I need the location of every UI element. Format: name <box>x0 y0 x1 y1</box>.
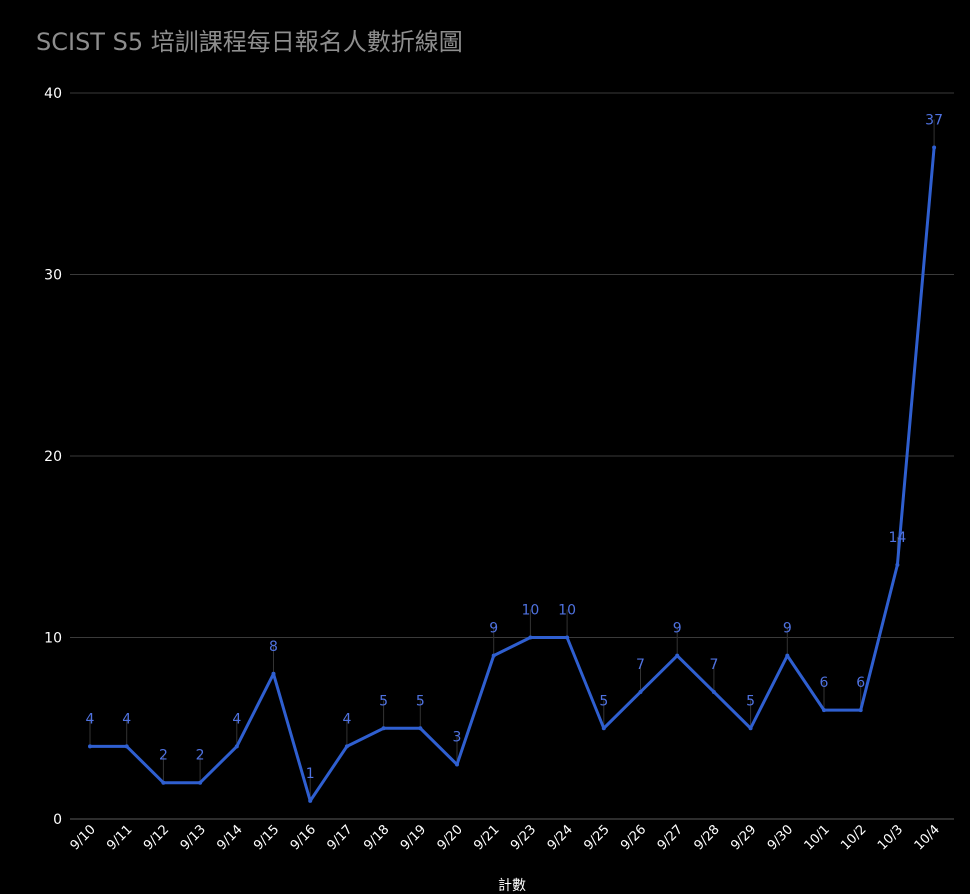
y-tick-label: 30 <box>44 268 62 284</box>
data-point <box>344 744 349 749</box>
gridlines <box>70 92 954 820</box>
x-tick-label: 9/18 <box>361 822 392 853</box>
data-label: 6 <box>856 675 865 691</box>
y-tick-label: 10 <box>44 631 62 647</box>
x-tick-label: 9/17 <box>324 822 355 853</box>
data-point <box>711 689 716 694</box>
series-line <box>90 147 936 803</box>
data-label: 5 <box>379 693 388 709</box>
data-point <box>748 726 753 731</box>
data-point <box>565 635 570 640</box>
x-tick-label: 9/20 <box>435 822 466 853</box>
data-label: 7 <box>636 657 645 673</box>
x-tick-label: 9/11 <box>104 822 135 853</box>
data-label: 9 <box>783 621 792 637</box>
x-tick-label: 9/27 <box>655 822 686 853</box>
x-tick-label: 9/16 <box>288 822 319 853</box>
data-point <box>785 653 790 658</box>
x-tick-label: 9/13 <box>178 822 209 853</box>
x-tick-label: 9/19 <box>398 822 429 853</box>
data-point <box>491 653 496 658</box>
x-tick-label: 9/30 <box>765 822 796 853</box>
data-points <box>88 145 937 803</box>
data-label: 9 <box>489 621 498 637</box>
data-label: 7 <box>709 657 718 673</box>
data-point <box>124 744 129 749</box>
data-label: 2 <box>196 748 205 764</box>
data-label: 4 <box>86 711 95 727</box>
data-label: 14 <box>888 530 906 546</box>
series-line <box>90 147 936 803</box>
x-tick-label: 10/1 <box>802 822 833 853</box>
y-tick-label: 20 <box>44 449 62 465</box>
x-tick-label: 9/24 <box>545 822 576 853</box>
data-point <box>308 798 313 803</box>
data-point <box>601 726 606 731</box>
data-label: 1 <box>306 766 315 782</box>
x-tick-label: 9/25 <box>581 822 612 853</box>
data-label: 4 <box>232 711 241 727</box>
data-point <box>455 762 459 767</box>
data-point <box>528 635 533 640</box>
x-tick-label: 9/28 <box>691 822 722 853</box>
label-stems <box>89 119 935 801</box>
x-tick-label: 9/14 <box>214 822 245 853</box>
data-label: 2 <box>159 748 168 764</box>
chart-title: SCIST S5 培訓課程每日報名人數折線圖 <box>36 28 463 56</box>
x-tick-label: 9/15 <box>251 822 282 853</box>
data-point <box>895 562 900 567</box>
data-point <box>234 744 239 749</box>
data-point <box>88 744 92 749</box>
data-label: 4 <box>342 711 351 727</box>
x-tick-label: 10/3 <box>875 822 906 853</box>
data-label: 4 <box>122 711 131 727</box>
x-axis-label: 計數 <box>498 878 526 894</box>
x-tick-label: 9/21 <box>471 822 502 853</box>
x-tick-label: 9/10 <box>68 822 99 853</box>
x-tick-label: 9/26 <box>618 822 649 853</box>
data-point <box>271 671 276 676</box>
data-point <box>932 145 937 150</box>
data-label: 8 <box>269 639 278 655</box>
x-tick-label: 9/12 <box>141 822 172 853</box>
data-point <box>418 726 423 731</box>
data-label: 3 <box>453 730 462 746</box>
x-axis-ticks: 9/10 9/11 9/12 9/13 9/14 9/15 9/16 9/17 9/18 9/19… <box>68 822 943 853</box>
data-label: 37 <box>925 112 943 128</box>
data-point <box>638 689 643 694</box>
data-label: 5 <box>416 693 425 709</box>
data-point <box>858 708 863 713</box>
y-tick-label: 0 <box>53 812 62 828</box>
x-tick-label: 10/2 <box>838 822 869 853</box>
data-label: 9 <box>673 621 682 637</box>
data-point <box>381 726 386 731</box>
data-point <box>822 708 826 713</box>
data-label: 5 <box>746 693 755 709</box>
x-tick-label: 10/4 <box>912 822 943 853</box>
data-point <box>198 780 203 785</box>
y-axis-ticks: 0 10 20 30 40 <box>44 86 62 828</box>
data-label: 10 <box>521 603 539 619</box>
data-point <box>161 780 166 785</box>
data-label: 6 <box>820 675 829 691</box>
x-tick-label: 9/23 <box>508 822 539 853</box>
y-tick-label: 40 <box>44 86 62 102</box>
data-point <box>675 653 680 658</box>
data-label: 5 <box>599 693 608 709</box>
x-tick-label: 9/29 <box>728 822 759 853</box>
data-label: 10 <box>558 603 576 619</box>
